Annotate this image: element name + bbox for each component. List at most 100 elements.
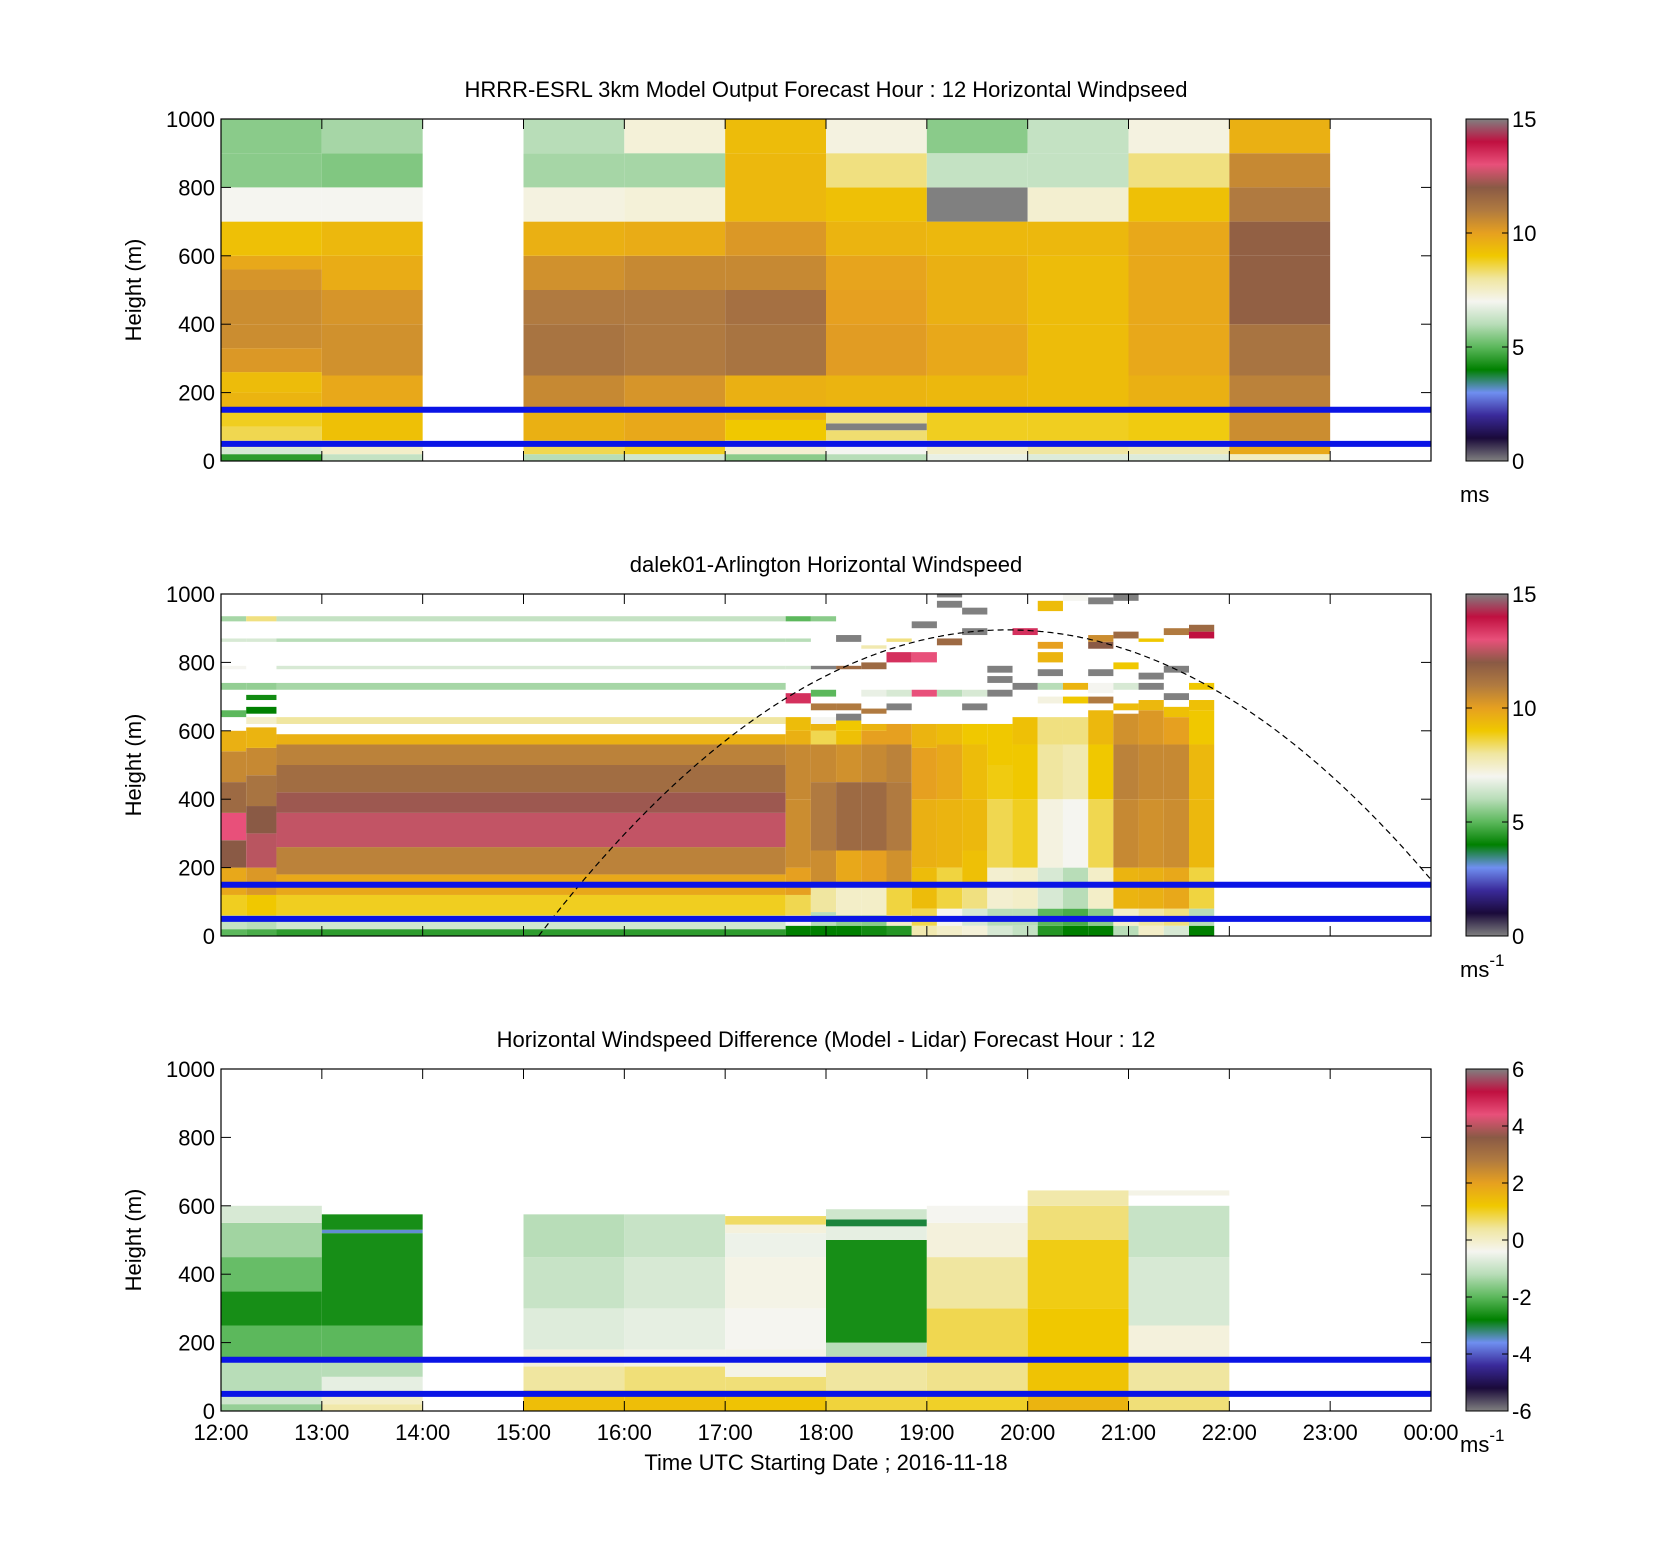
heatmap-cell [1138,700,1164,711]
heatmap-cell [1128,409,1230,441]
heatmap-cell [624,409,726,441]
heatmap-cell [1027,255,1129,325]
heatmap-cell [221,812,247,841]
colorbar-gradient [1465,1068,1509,1412]
heatmap-cell [321,1404,423,1411]
heatmap-cell [1113,594,1139,601]
heatmap-cell [624,1366,726,1391]
heatmap-cell [926,1257,1028,1309]
heatmap-cell [725,1233,826,1258]
heatmap-cell [1012,744,1038,800]
heatmap-cell [826,1342,927,1357]
heatmap-cell [221,221,322,256]
heatmap-cell [321,1214,423,1230]
heatmap-cell [1088,710,1114,745]
heatmap-cell [321,409,423,441]
heatmap-cell [962,850,988,885]
heatmap-cell [1229,221,1331,256]
heatmap-cell [1012,925,1038,936]
y-tick-label: 0 [203,449,215,474]
heatmap-cell [321,375,423,410]
heatmap-cell [725,1376,826,1391]
heatmap-cell [246,894,277,916]
heatmap-cell [785,894,811,916]
heatmap-cell [221,929,247,936]
heatmap-cell [826,430,927,441]
heatmap-cell [962,723,988,745]
heatmap-cell [1088,696,1114,704]
heatmap-cell [836,884,862,916]
panel-model-ylabel: Height (m) [121,239,146,342]
colorbar-tick-label: 15 [1512,582,1536,607]
heatmap-cell [321,255,423,290]
heatmap-cell [1037,744,1063,800]
heatmap-cell [826,324,927,376]
heatmap-cell [321,187,423,222]
heatmap-cell [1189,631,1215,639]
heatmap-cell [886,884,912,916]
heatmap-cell [861,744,887,783]
heatmap-cell [1012,628,1038,636]
heatmap-cell [624,454,726,461]
heatmap-cell [221,616,247,622]
heatmap-cell [221,324,322,349]
heatmap-cell [1138,925,1164,936]
heatmap-cell [987,723,1013,765]
heatmap-cell [246,638,277,642]
heatmap-cell [221,782,247,813]
y-tick-label: 800 [178,175,215,200]
heatmap-cell [911,867,937,909]
heatmap-cell [1138,672,1164,680]
heatmap-cell [861,689,887,697]
heatmap-cell [1229,119,1331,154]
heatmap-cell [1128,454,1230,461]
heatmap-cell [1189,799,1215,868]
heatmap-cell [1113,682,1139,690]
heatmap-cell [221,1257,322,1292]
heatmap-cell [725,454,826,461]
heatmap-cell [523,454,625,461]
x-tick-label: 18:00 [798,1420,853,1445]
heatmap-cell [1088,744,1114,800]
panel-model-colorbar: 0 5 10 15 ms [1460,107,1536,507]
heatmap-cell [221,1222,322,1258]
heatmap-cell [1012,682,1038,690]
heatmap-cell [1027,221,1129,256]
panel-diff-colorbar: -6 -4 -2 0 2 4 6 ms-1 [1460,1057,1532,1457]
heatmap-cell [276,765,786,793]
heatmap-cell [1229,324,1331,376]
heatmap-cell [926,255,1028,325]
heatmap-cell [962,689,988,697]
colorbar-unit-label: ms-1 [1460,951,1504,982]
heatmap-cell [221,1325,322,1360]
heatmap-cell [886,744,912,783]
y-tick-label: 1000 [166,582,215,607]
heatmap-cell [926,187,1028,222]
panel-diff-title: Horizontal Windspeed Difference (Model -… [497,1027,1156,1052]
heatmap-cell [926,1205,1028,1223]
heatmap-cell [1113,662,1139,670]
heatmap-cell [936,594,963,598]
heatmap-cell [1088,597,1114,605]
heatmap-cell [1128,1205,1230,1258]
y-tick-label: 400 [178,312,215,337]
heatmap-cell [911,925,937,936]
heatmap-cell [1113,744,1139,800]
heatmap-cell [962,884,988,909]
heatmap-cell [1229,454,1331,461]
heatmap-cell [826,1240,927,1343]
x-tick-label: 14:00 [395,1420,450,1445]
colorbar-tick-label: -2 [1512,1285,1532,1310]
heatmap-cell [785,717,811,731]
x-tick-label: 13:00 [294,1420,349,1445]
y-tick-label: 0 [203,924,215,949]
heatmap-cell [523,119,625,154]
heatmap-cell [861,662,887,670]
heatmap-cell [276,717,786,724]
heatmap-cell [221,894,247,916]
heatmap-cell [246,706,277,714]
heatmap-cell [810,782,837,851]
heatmap-cell [826,1219,927,1227]
heatmap-cell [276,812,786,848]
heatmap-cell [276,929,786,936]
